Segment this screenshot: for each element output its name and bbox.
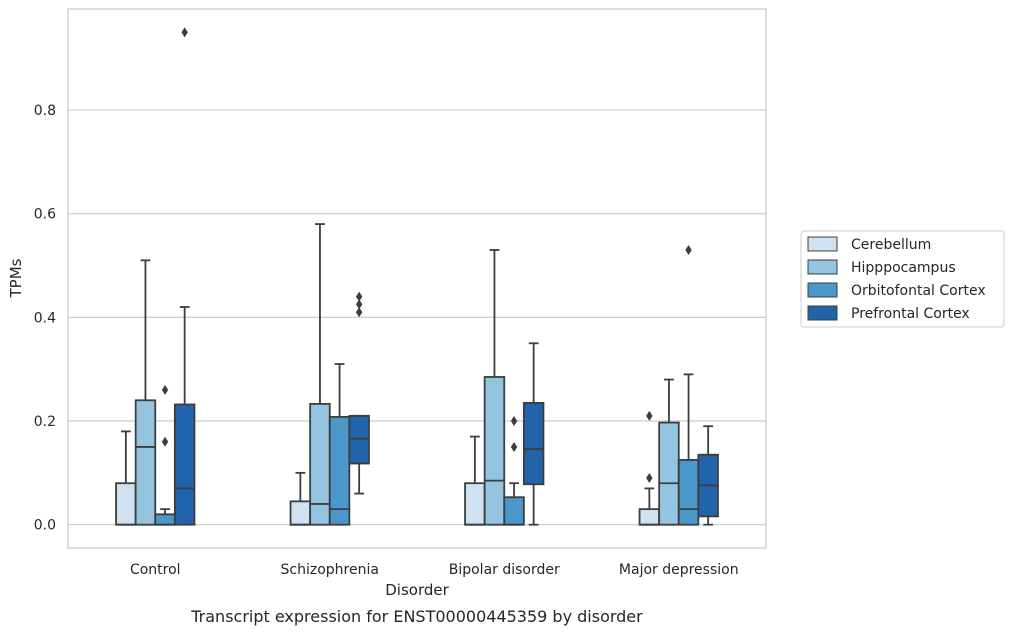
outlier-point	[355, 307, 363, 318]
box-1-0	[289, 471, 312, 526]
legend-swatch	[807, 236, 838, 252]
box-body	[134, 399, 157, 526]
box-body	[309, 403, 331, 526]
y-tick-label: 0.8	[34, 103, 56, 119]
box-1-3	[348, 291, 370, 495]
box-groups	[115, 27, 719, 526]
box-0-3	[173, 27, 196, 526]
x-tick-label: Major depression	[619, 562, 739, 578]
box-3-1	[658, 378, 680, 526]
y-tick-label: 0.0	[34, 518, 56, 534]
box-body	[658, 421, 680, 526]
plot-frame	[67, 8, 767, 549]
y-tick-label: 0.4	[34, 310, 56, 326]
box-2-1	[483, 249, 506, 526]
outlier-point	[646, 473, 653, 484]
box-body	[173, 403, 196, 526]
legend-label: Cerebellum	[851, 237, 931, 253]
x-axis-ticks: Control Schizophrenia Bipolar disorder Majo…	[130, 562, 739, 578]
outlier-point	[161, 436, 169, 447]
legend-label: Hipppocampus	[851, 260, 956, 276]
box-2-3	[522, 342, 545, 526]
outlier-point	[161, 384, 169, 395]
legend-swatch	[807, 305, 838, 321]
legend-swatch	[807, 282, 838, 298]
box-body	[483, 376, 506, 526]
box-1-2	[328, 363, 351, 526]
box-2-0	[464, 435, 486, 526]
box-3-3	[697, 425, 719, 526]
outlier-point	[181, 27, 188, 38]
y-tick-label: 0.6	[34, 207, 56, 223]
outlier-point	[355, 299, 363, 310]
x-tick-label: Bipolar disorder	[449, 562, 560, 578]
chart-caption: Transcript expression for ENST0000044535…	[190, 607, 643, 626]
box-0-0	[115, 430, 137, 526]
box-2-2	[503, 416, 525, 526]
legend-label: Orbitofontal Cortex	[851, 283, 986, 299]
x-axis-title: Disorder	[385, 581, 449, 599]
box-body	[522, 401, 545, 486]
box-3-0	[638, 410, 661, 526]
legend-swatch	[807, 259, 838, 275]
y-axis-title: TPMs	[7, 258, 25, 298]
box-body	[464, 482, 486, 526]
legend-frame	[800, 230, 1005, 328]
y-tick-label: 0.2	[34, 414, 56, 430]
box-1-1	[309, 223, 331, 526]
box-body	[289, 500, 312, 526]
box-body	[638, 508, 661, 526]
box-body	[677, 458, 700, 526]
legend-label: Prefrontal Cortex	[851, 306, 970, 322]
legend: Cerebellum Hipppocampus Orbitofontal Corte…	[800, 230, 1005, 328]
box-0-1	[134, 259, 157, 526]
box-3-2	[677, 244, 700, 526]
box-body	[154, 513, 176, 526]
box-body	[115, 482, 137, 526]
outlier-point	[685, 244, 692, 255]
box-0-2	[154, 384, 176, 526]
outlier-point	[510, 416, 518, 427]
outlier-point	[355, 291, 363, 302]
box-body	[503, 496, 525, 526]
box-body	[348, 414, 370, 465]
outlier-point	[646, 410, 653, 421]
x-tick-label: Schizophrenia	[281, 562, 379, 578]
box-body	[328, 415, 351, 526]
x-tick-label: Control	[130, 562, 181, 578]
y-axis-ticks: 0.0 0.2 0.4 0.6 0.8	[34, 103, 56, 534]
outlier-point	[510, 441, 518, 452]
